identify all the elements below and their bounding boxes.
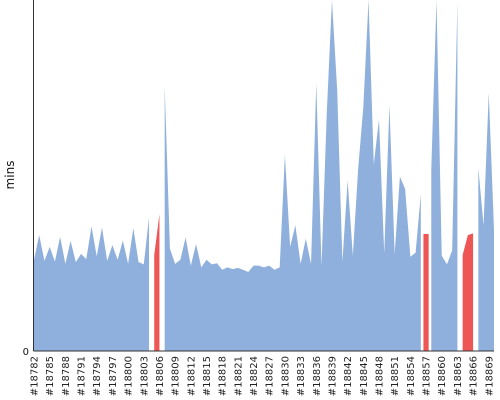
x-tick-label: #18830: [280, 356, 291, 396]
x-tick-label: #18839: [327, 356, 338, 396]
x-tick-label: #18788: [61, 356, 72, 396]
x-tick-label: #18851: [390, 356, 401, 396]
x-tick-label: #18857: [422, 356, 433, 396]
x-tick-label: #18842: [343, 356, 354, 396]
x-tick-label: #18869: [484, 356, 495, 396]
x-tick-label: #18812: [186, 356, 197, 396]
x-tick-label: #18821: [233, 356, 244, 396]
x-tick-label: #18815: [202, 356, 213, 396]
build-duration-area: [34, 217, 149, 351]
x-axis-ticks: #18782 #18785 #18788 #18791 #18794 #18797 #188…: [30, 356, 496, 396]
build-duration-area: [431, 0, 458, 351]
x-tick-label: #18794: [92, 356, 103, 396]
x-tick-label: #18854: [406, 356, 417, 396]
x-tick-label: #18800: [124, 356, 135, 396]
x-tick-label: #18866: [469, 356, 480, 396]
failed-build-area: [462, 233, 474, 351]
x-tick-label: #18785: [45, 356, 56, 396]
x-tick-label: #18791: [77, 356, 88, 396]
y-axis-zero-tick: 0: [23, 347, 29, 358]
build-duration-area: [478, 93, 494, 351]
y-axis-label: mins: [3, 161, 17, 190]
x-tick-label: #18806: [155, 356, 166, 396]
x-tick-label: #18782: [30, 356, 41, 396]
series-areas: [34, 0, 494, 351]
build-duration-area: [164, 0, 421, 351]
x-tick-label: #18797: [108, 356, 119, 396]
x-tick-label: #18827: [265, 356, 276, 396]
x-tick-label: #18845: [359, 356, 370, 396]
failed-build-area: [154, 214, 160, 351]
x-tick-label: #18863: [453, 356, 464, 396]
x-tick-label: #18803: [139, 356, 150, 396]
x-tick-label: #18836: [312, 356, 323, 396]
x-tick-label: #18818: [218, 356, 229, 396]
x-tick-label: #18809: [171, 356, 182, 396]
x-tick-label: #18848: [375, 356, 386, 396]
x-tick-label: #18860: [437, 356, 448, 396]
failed-build-area: [423, 234, 429, 351]
x-tick-label: #18824: [249, 356, 260, 396]
x-tick-label: #18833: [296, 356, 307, 396]
